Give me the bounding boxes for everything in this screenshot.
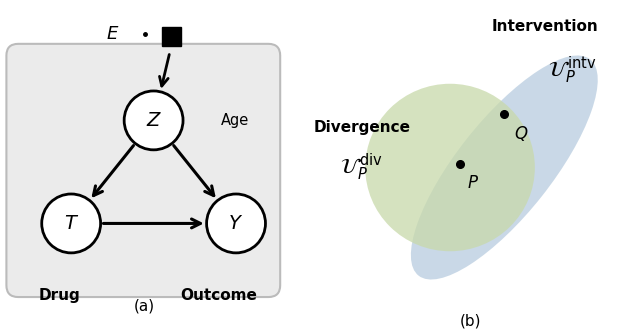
Text: $Q$: $Q$ (515, 124, 529, 143)
FancyBboxPatch shape (6, 44, 280, 297)
Text: Drug: Drug (38, 288, 80, 303)
Text: (b): (b) (460, 313, 481, 328)
Bar (162, 27, 181, 46)
Text: Divergence: Divergence (314, 120, 410, 135)
Text: $\mathcal{U}_P^{\,\mathrm{div}}$: $\mathcal{U}_P^{\,\mathrm{div}}$ (340, 152, 383, 183)
Circle shape (124, 91, 183, 150)
Text: (a): (a) (134, 298, 156, 313)
Text: Outcome: Outcome (180, 288, 257, 303)
Text: $T$: $T$ (63, 214, 79, 233)
Ellipse shape (411, 56, 598, 279)
Text: $E$: $E$ (106, 24, 119, 43)
Circle shape (42, 194, 100, 253)
Text: Age: Age (221, 113, 250, 128)
Text: $P$: $P$ (467, 174, 479, 192)
Text: $Z$: $Z$ (145, 111, 162, 130)
Ellipse shape (365, 84, 535, 251)
Text: $Y$: $Y$ (228, 214, 244, 233)
Text: $\mathcal{U}_P^{\,\mathrm{intv}}$: $\mathcal{U}_P^{\,\mathrm{intv}}$ (548, 55, 596, 86)
Text: Intervention: Intervention (492, 19, 598, 34)
Circle shape (207, 194, 266, 253)
